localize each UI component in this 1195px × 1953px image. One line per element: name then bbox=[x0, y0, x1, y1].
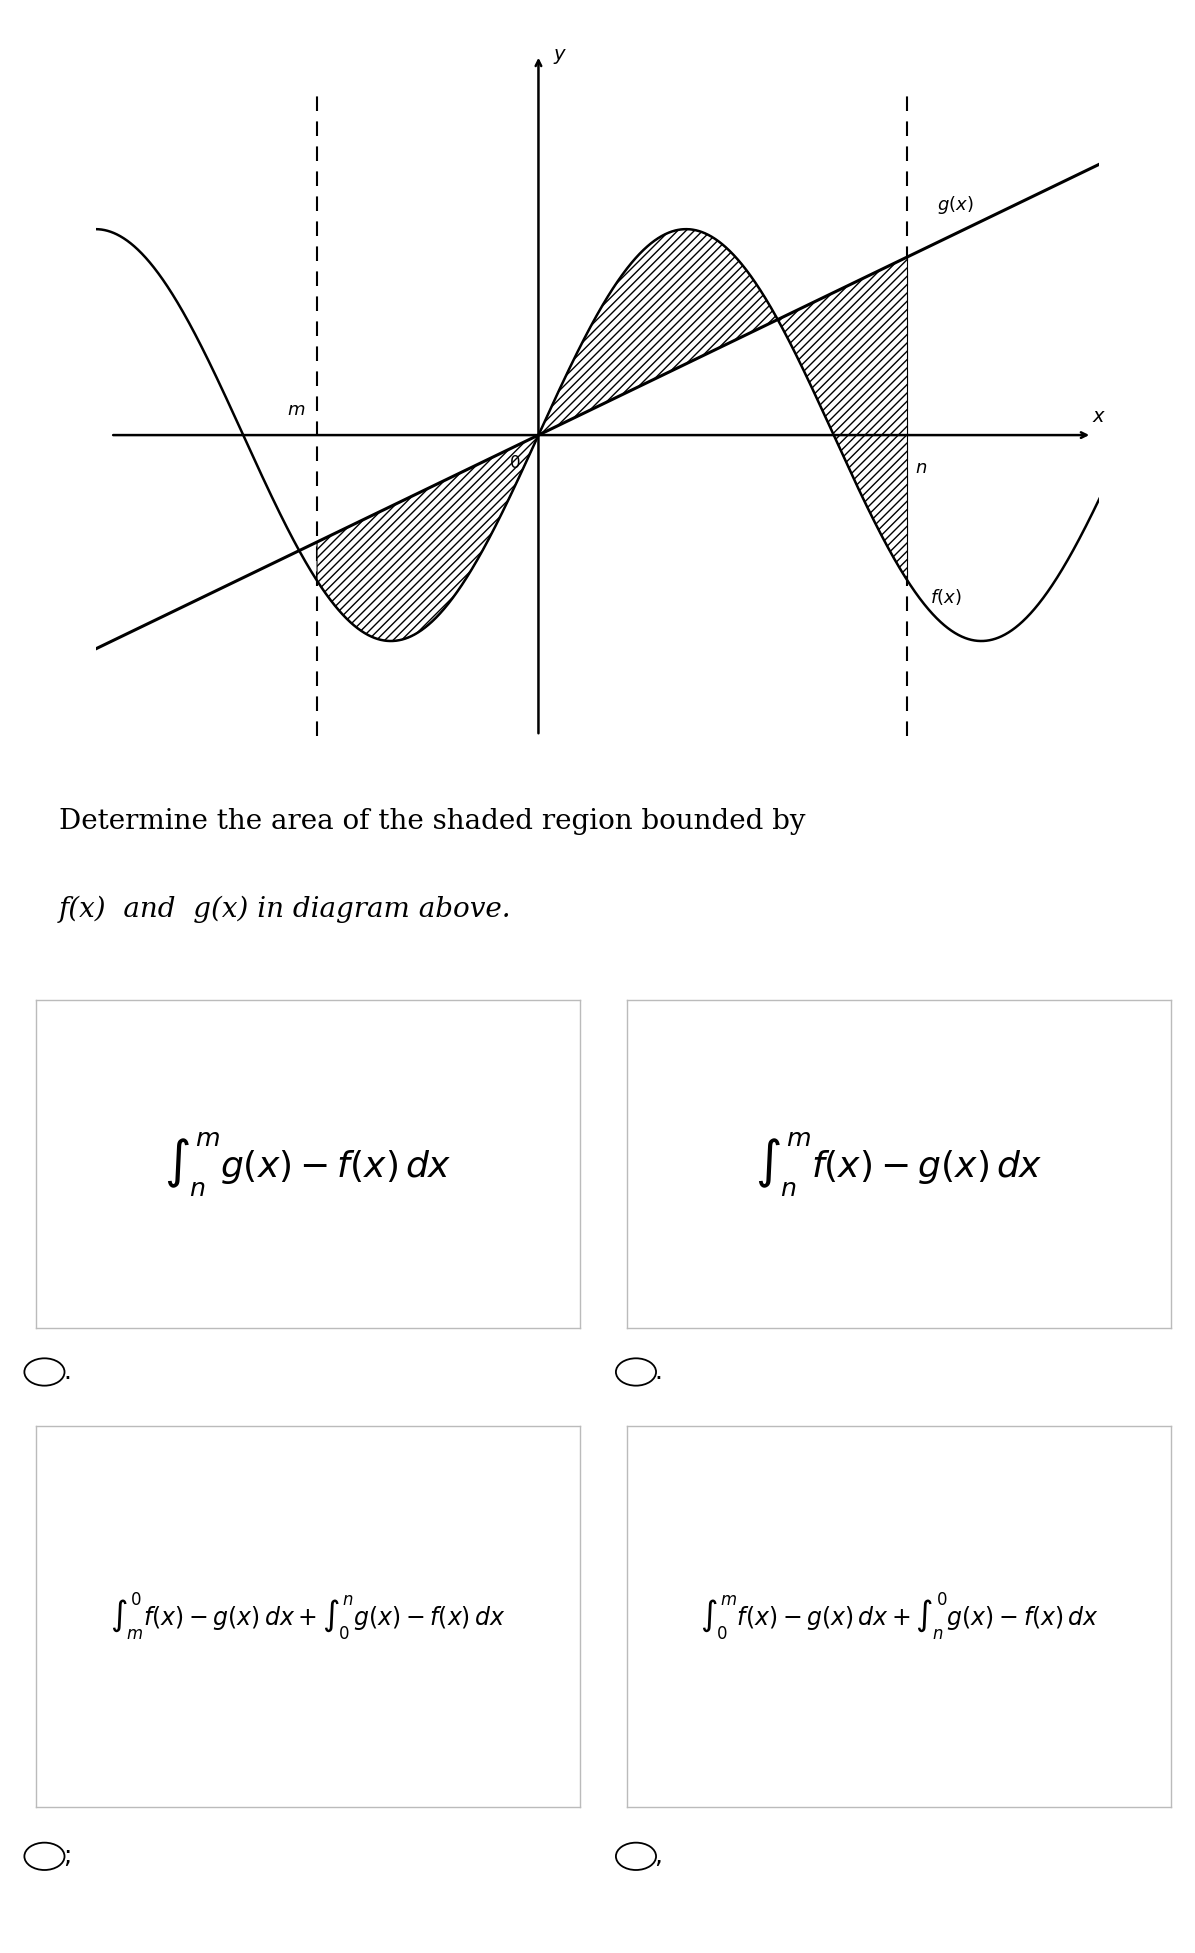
Text: $x$: $x$ bbox=[1092, 406, 1107, 426]
Text: $m$: $m$ bbox=[287, 400, 305, 420]
Text: $f(x)$: $f(x)$ bbox=[930, 588, 961, 607]
Text: $\int_{m}^{0} f(x)-g(x)\,dx+\int_{0}^{n} g(x)-f(x)\,dx$: $\int_{m}^{0} f(x)-g(x)\,dx+\int_{0}^{n}… bbox=[110, 1590, 505, 1642]
Text: Determine the area of the shaded region bounded by: Determine the area of the shaded region … bbox=[59, 809, 805, 834]
Text: .: . bbox=[63, 1359, 71, 1385]
Text: $y$: $y$ bbox=[553, 47, 568, 66]
Text: .: . bbox=[655, 1359, 662, 1385]
Text: $\int_{0}^{m} f(x)-g(x)\,dx+\int_{n}^{0} g(x)-f(x)\,dx$: $\int_{0}^{m} f(x)-g(x)\,dx+\int_{n}^{0}… bbox=[700, 1590, 1098, 1642]
Text: ,: , bbox=[655, 1844, 662, 1869]
Text: $0$: $0$ bbox=[509, 455, 521, 473]
Text: $\int_{n}^{m} f(x)-g(x)\,dx$: $\int_{n}^{m} f(x)-g(x)\,dx$ bbox=[755, 1131, 1043, 1197]
Text: ;: ; bbox=[63, 1844, 72, 1869]
Text: $\int_{n}^{m} g(x)-f(x)\,dx$: $\int_{n}^{m} g(x)-f(x)\,dx$ bbox=[164, 1131, 452, 1197]
Text: f(x)  and  g(x) in diagram above.: f(x) and g(x) in diagram above. bbox=[59, 896, 511, 924]
Text: $n$: $n$ bbox=[915, 459, 927, 477]
Text: $g(x)$: $g(x)$ bbox=[937, 193, 974, 215]
